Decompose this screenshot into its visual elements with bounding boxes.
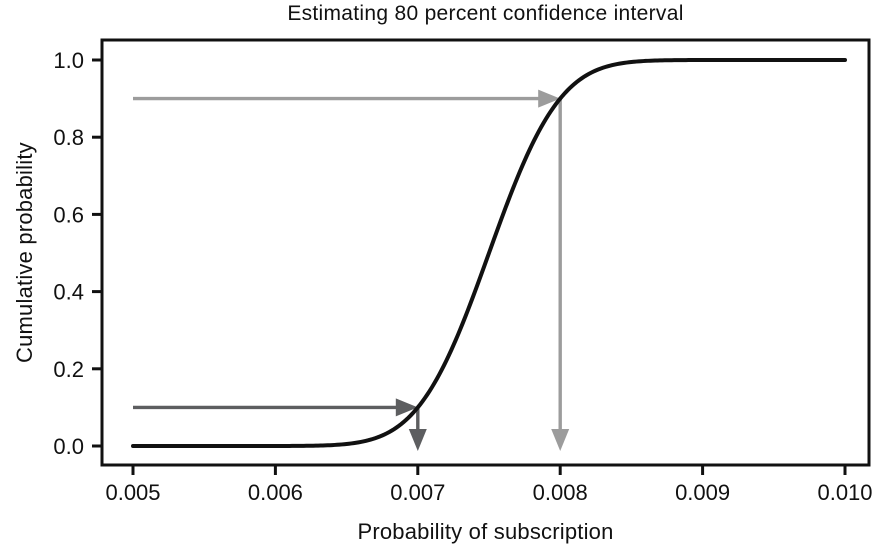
x-axis-title: Probability of subscription (357, 519, 614, 544)
x-tick-label: 0.009 (675, 480, 730, 505)
chart-title: Estimating 80 percent confidence interva… (287, 2, 684, 25)
y-tick-label: 0.4 (53, 280, 84, 305)
x-tick-label: 0.007 (390, 480, 445, 505)
y-tick-label: 0.0 (53, 434, 84, 459)
x-tick-label: 0.008 (533, 480, 588, 505)
y-tick-label: 0.6 (53, 202, 84, 227)
cumulative-probability-curve (131, 58, 847, 448)
y-tick-label: 0.8 (53, 125, 84, 150)
y-tick-label: 1.0 (53, 48, 84, 73)
lower-percentile-arrows-vertical-head-icon (408, 429, 427, 451)
plot-border (100, 38, 871, 467)
upper-percentile-arrows-horizontal-head-icon (538, 89, 561, 108)
y-tick-label: 0.2 (53, 357, 84, 382)
upper-percentile-arrows-vertical-head-icon (551, 429, 570, 451)
lower-percentile-arrows-horizontal-head-icon (395, 398, 418, 417)
x-tick-label: 0.005 (105, 480, 160, 505)
x-tick-label: 0.010 (817, 480, 872, 505)
x-tick-label: 0.006 (248, 480, 303, 505)
